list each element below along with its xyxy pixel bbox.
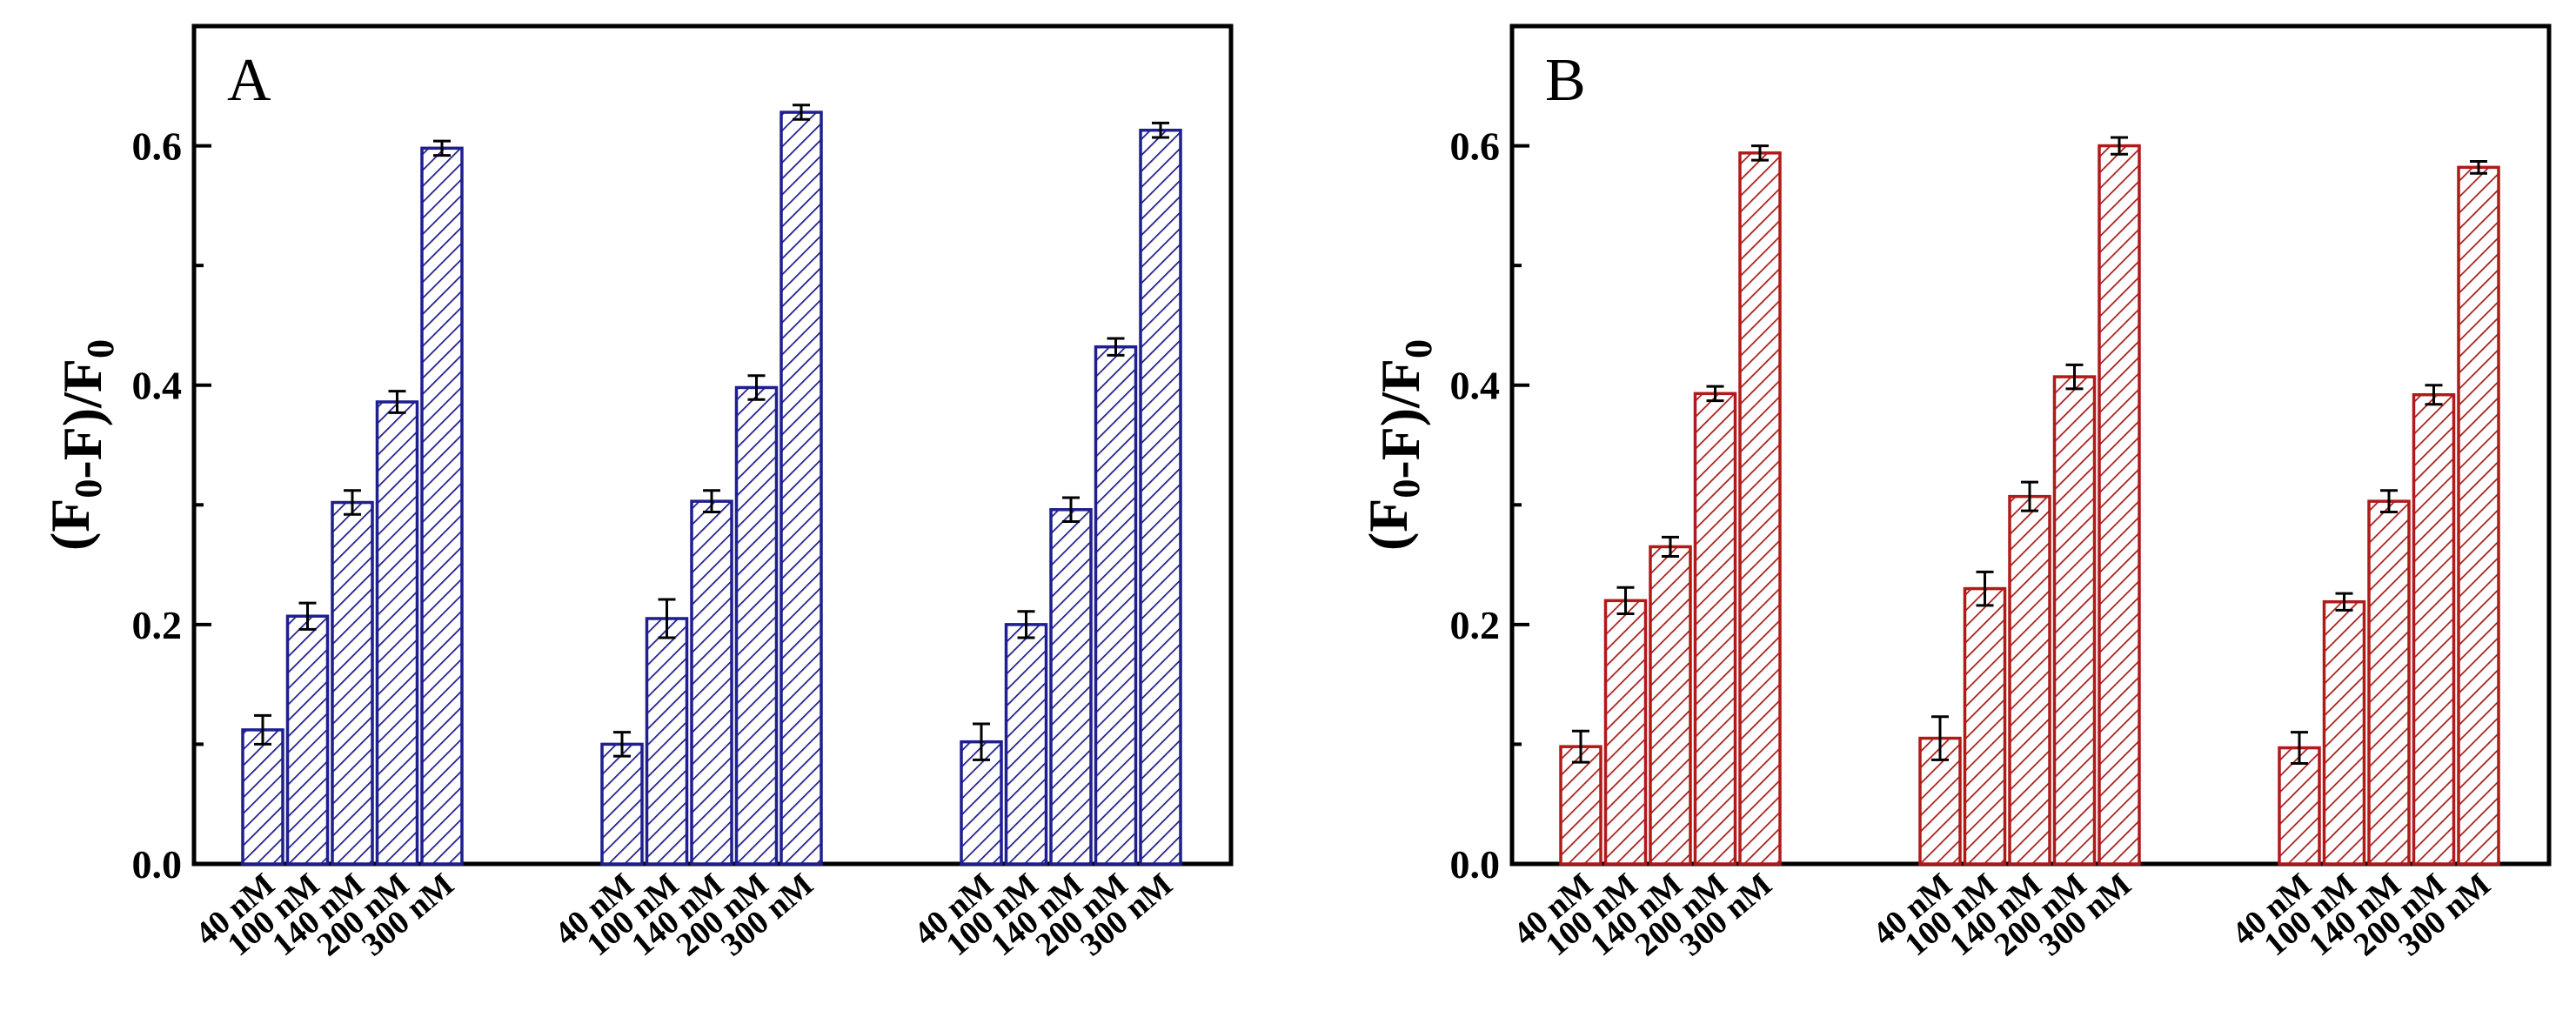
error-bar [1931, 715, 1949, 761]
error-bar [2335, 592, 2353, 612]
error-bar [2470, 159, 2487, 175]
bar [2457, 165, 2500, 866]
bar [285, 614, 330, 866]
error-bar [1062, 496, 1080, 524]
y-axis-label: (F0-F)/F0 [39, 339, 122, 551]
error-bar [2380, 489, 2398, 514]
error-bar [2111, 136, 2128, 156]
y-tick-label: 0.0 [1450, 842, 1501, 887]
error-bar [2065, 363, 2084, 391]
error-bar [747, 374, 766, 401]
bar [779, 110, 823, 866]
bar [1559, 745, 1602, 866]
bar [1603, 599, 1648, 866]
bar [1004, 623, 1048, 866]
error-bar [793, 104, 810, 121]
bar [2052, 375, 2097, 866]
bar [2412, 392, 2456, 866]
error-bar [254, 713, 271, 746]
y-tick-label: 0.6 [1450, 124, 1501, 169]
bar [1049, 508, 1093, 866]
y-tick-label: 0.2 [132, 603, 183, 647]
bar [2278, 746, 2321, 866]
bar [1094, 345, 1138, 866]
y-tick-label: 0.0 [132, 842, 183, 887]
bar [1139, 128, 1182, 866]
error-bar [433, 139, 451, 157]
bar [690, 499, 733, 866]
bar [2367, 499, 2411, 866]
bar [241, 728, 284, 866]
bar [2098, 144, 2141, 866]
y-tick-label: 0.4 [1450, 364, 1501, 408]
bar [960, 740, 1003, 866]
y-tick-label: 0.2 [1450, 603, 1501, 647]
error-bar [703, 489, 720, 514]
error-bar [1152, 121, 1169, 139]
bar [2322, 599, 2366, 866]
error-bar [2425, 384, 2443, 406]
error-bar [613, 731, 631, 758]
error-bar [1976, 570, 1994, 607]
error-bar [388, 390, 406, 414]
error-bar [973, 722, 990, 761]
error-bar [298, 601, 317, 631]
error-bar [344, 489, 361, 516]
error-bar [1662, 535, 1679, 558]
panel-label: B [1545, 47, 1586, 114]
error-bar [1572, 729, 1589, 764]
error-bar [2021, 480, 2038, 512]
error-bar [1017, 610, 1035, 639]
error-bar [1751, 144, 1769, 162]
error-bar [658, 598, 676, 639]
error-bar [1616, 586, 1635, 615]
bar [600, 742, 644, 866]
error-bar [2291, 731, 2308, 765]
bar [645, 617, 689, 866]
panel-label: A [227, 47, 271, 114]
bar [331, 500, 374, 866]
bar [734, 385, 779, 866]
error-bar [1706, 385, 1724, 403]
bar [375, 400, 419, 866]
bar [420, 146, 464, 866]
y-tick-label: 0.4 [132, 364, 183, 408]
y-axis-label: (F0-F)/F0 [1357, 339, 1440, 551]
bar [2008, 494, 2051, 866]
bar [1649, 545, 1692, 866]
bar [1693, 392, 1737, 866]
y-tick-label: 0.6 [132, 124, 183, 169]
bar [1738, 151, 1782, 866]
bar [1963, 586, 2007, 866]
error-bar [1107, 337, 1125, 357]
